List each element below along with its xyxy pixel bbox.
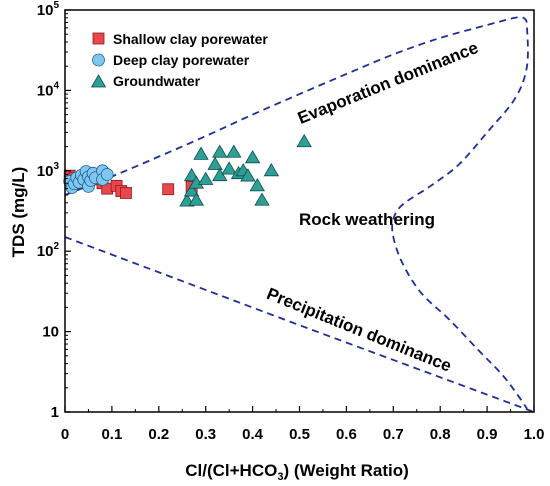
y-tick-base: 10 — [42, 324, 59, 341]
groundwater-point — [198, 171, 214, 185]
groundwater-point — [221, 161, 237, 175]
y-axis-title: TDS (mg/L) — [9, 167, 28, 258]
y-tick-exponent: 5 — [53, 0, 59, 11]
x-tick-label: 0.9 — [477, 426, 498, 443]
groundwater-point — [249, 178, 265, 192]
lower-boundary — [65, 236, 534, 412]
groundwater-point — [212, 167, 228, 182]
x-tick-label: 0.6 — [336, 426, 357, 443]
groundwater-point — [226, 144, 242, 158]
x-tick-label: 0.7 — [383, 426, 404, 443]
groundwater-point — [240, 168, 256, 182]
y-tick-base: 10 — [37, 82, 54, 99]
y-tick-exponent: 3 — [53, 161, 59, 172]
y-tick-exponent: 2 — [53, 241, 59, 252]
x-tick-label: 1.0 — [524, 426, 545, 443]
legend-marker-shallow — [92, 32, 105, 45]
x-tick-label: 0.4 — [242, 426, 264, 443]
legend-label-shallow: Shallow clay porewater — [113, 31, 268, 47]
x-tick-label: 0 — [61, 426, 69, 443]
y-tick-base: 10 — [37, 243, 54, 260]
upper-boundary — [65, 16, 529, 410]
shallow-clay-point — [120, 187, 132, 199]
x-tick-label: 0.8 — [430, 426, 451, 443]
x-axis-title-subscript: 3 — [277, 471, 283, 483]
x-tick-label: 0.2 — [148, 426, 169, 443]
groundwater-point — [244, 150, 261, 164]
groundwater-point — [254, 192, 270, 206]
groundwater-point — [193, 146, 209, 160]
shallow-clay-point — [162, 183, 175, 196]
y-tick-label: 10 — [42, 324, 59, 341]
y-tick-exponent: 4 — [53, 80, 59, 91]
groundwater-point — [263, 163, 280, 177]
x-tick-label: 0.1 — [101, 426, 122, 443]
groundwater-point — [212, 144, 228, 158]
region-label-evaporation: Evaporation dominance — [295, 38, 481, 128]
y-tick-label: 102 — [37, 241, 60, 260]
y-tick-label: 104 — [37, 80, 60, 99]
legend-marker-groundwater — [90, 74, 107, 88]
legend-label-groundwater: Groundwater — [113, 73, 201, 89]
y-tick-base: 10 — [37, 163, 54, 180]
y-tick-label: 1 — [51, 404, 59, 421]
region-label-precipitation: Precipitation dominance — [264, 284, 454, 376]
groundwater-point — [207, 156, 223, 170]
region-label-rock-weathering: Rock weathering — [299, 210, 435, 229]
x-axis-title: Cl/(Cl+HCO3) (Weight Ratio) — [185, 461, 409, 483]
y-tick-base: 10 — [37, 2, 54, 19]
legend-label-deep: Deep clay porewater — [113, 52, 250, 68]
x-axis-title-tail: ) (Weight Ratio) — [283, 461, 408, 480]
legend-marker-deep — [92, 53, 105, 67]
y-tick-base: 1 — [51, 404, 59, 421]
legend: Shallow clay porewater Deep clay porewat… — [90, 31, 268, 89]
y-tick-label: 105 — [37, 0, 60, 19]
y-tick-label: 103 — [37, 161, 60, 180]
data-points — [63, 133, 312, 207]
x-axis-ticks: 0 0.1 0.2 0.3 0.4 0.5 0.6 0.7 0.8 0.9 1.0 — [61, 406, 545, 443]
groundwater-point — [183, 183, 200, 197]
x-tick-label: 0.5 — [289, 426, 310, 443]
x-tick-label: 0.3 — [195, 426, 216, 443]
boundary-lines — [65, 16, 534, 412]
groundwater-point — [188, 192, 205, 206]
x-axis-title-main: Cl/(Cl+HCO — [185, 461, 277, 480]
deep-clay-point — [100, 168, 114, 181]
groundwater-point — [296, 133, 312, 148]
